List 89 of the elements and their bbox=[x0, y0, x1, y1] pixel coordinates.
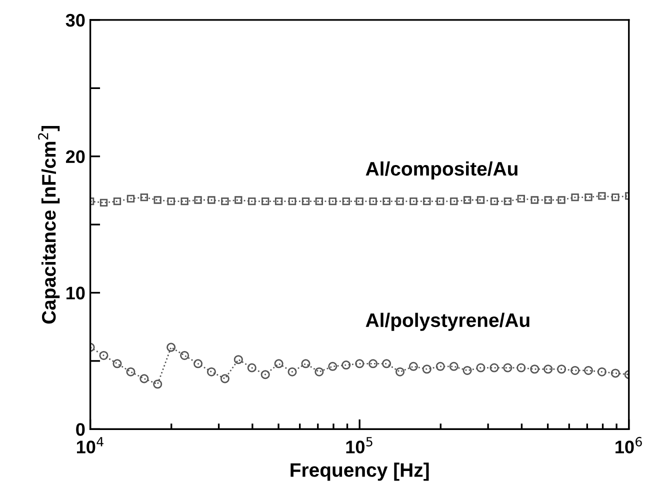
point bbox=[544, 196, 552, 204]
point bbox=[369, 198, 377, 206]
point bbox=[557, 364, 566, 374]
point bbox=[260, 370, 270, 380]
point bbox=[328, 198, 336, 206]
point bbox=[463, 196, 472, 204]
x-tick-label: 10$^{5}$ bbox=[346, 437, 372, 454]
point bbox=[476, 196, 485, 204]
point bbox=[356, 198, 364, 206]
point bbox=[234, 196, 242, 204]
point bbox=[166, 342, 176, 352]
point bbox=[612, 193, 620, 202]
point bbox=[449, 362, 458, 371]
point bbox=[462, 366, 472, 376]
point bbox=[194, 196, 202, 204]
y-tick-label: 10 bbox=[66, 286, 85, 300]
point bbox=[153, 380, 162, 389]
point bbox=[315, 198, 324, 206]
point bbox=[517, 194, 525, 202]
point bbox=[516, 363, 526, 372]
point bbox=[382, 359, 392, 368]
point bbox=[126, 194, 135, 202]
point bbox=[490, 363, 499, 372]
point bbox=[342, 360, 351, 370]
point bbox=[490, 198, 498, 206]
point bbox=[113, 198, 122, 206]
point bbox=[180, 350, 190, 360]
point bbox=[530, 364, 540, 374]
point bbox=[221, 198, 229, 206]
point bbox=[396, 367, 405, 376]
point bbox=[342, 198, 350, 206]
y-tick-label: 30 bbox=[66, 14, 85, 27]
y-tick-label: 0 bbox=[76, 423, 85, 436]
point bbox=[503, 363, 512, 372]
point bbox=[302, 198, 310, 206]
point bbox=[410, 198, 418, 206]
y-tick-label: 20 bbox=[66, 150, 85, 164]
point bbox=[234, 355, 243, 364]
point bbox=[262, 198, 270, 206]
point bbox=[436, 198, 444, 206]
point bbox=[584, 193, 592, 202]
y-axis-title: Capacitance [nF/cm$^{2}$] bbox=[38, 126, 60, 324]
point bbox=[597, 367, 606, 376]
point bbox=[422, 364, 432, 374]
point bbox=[126, 367, 136, 376]
point bbox=[396, 198, 404, 206]
x-axis-title: Frequency [Hz] bbox=[290, 462, 429, 481]
point bbox=[423, 198, 431, 206]
point bbox=[206, 367, 216, 376]
point bbox=[274, 198, 283, 206]
point bbox=[598, 192, 606, 200]
point bbox=[100, 198, 108, 207]
x-tick-label: 10$^{4}$ bbox=[76, 437, 104, 454]
point bbox=[154, 196, 162, 204]
point bbox=[328, 362, 338, 371]
point bbox=[504, 198, 512, 206]
point bbox=[436, 362, 445, 371]
point bbox=[194, 359, 203, 368]
point bbox=[220, 374, 230, 384]
series-label: Al/polystyrene/Au bbox=[366, 312, 530, 331]
point bbox=[368, 359, 378, 368]
point bbox=[288, 198, 296, 206]
point bbox=[274, 359, 284, 368]
point bbox=[450, 198, 458, 206]
point bbox=[558, 196, 566, 204]
point bbox=[180, 198, 188, 206]
point bbox=[208, 196, 216, 204]
x-tick-label: 10$^{6}$ bbox=[616, 436, 642, 454]
point bbox=[571, 193, 579, 202]
point bbox=[476, 363, 486, 372]
point bbox=[140, 374, 149, 384]
point bbox=[544, 364, 553, 374]
point bbox=[288, 367, 297, 376]
point bbox=[167, 198, 175, 206]
point bbox=[530, 196, 538, 204]
point bbox=[112, 359, 122, 368]
point bbox=[247, 363, 256, 372]
point bbox=[301, 359, 310, 368]
point bbox=[314, 367, 324, 376]
point bbox=[140, 193, 148, 202]
point bbox=[584, 366, 593, 376]
point bbox=[382, 198, 390, 206]
point bbox=[248, 198, 256, 206]
point bbox=[570, 366, 580, 376]
point bbox=[610, 368, 620, 378]
series-label: Al/composite/Au bbox=[366, 161, 518, 180]
point bbox=[408, 362, 418, 371]
point bbox=[355, 359, 364, 368]
point bbox=[99, 350, 108, 360]
